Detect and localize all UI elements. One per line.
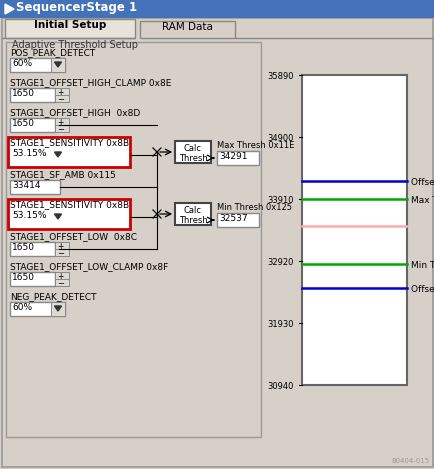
Bar	[55, 88, 69, 95]
Bar	[55, 118, 69, 125]
Text: 32537: 32537	[218, 214, 247, 223]
Polygon shape	[54, 306, 61, 311]
Text: SequencerStage 1: SequencerStage 1	[16, 1, 137, 14]
Text: 80404-015: 80404-015	[391, 458, 429, 464]
Text: −: −	[57, 126, 64, 135]
Text: 34291: 34291	[218, 152, 247, 161]
Bar	[51, 58, 65, 72]
Bar	[55, 242, 69, 249]
Bar	[51, 148, 65, 162]
Text: STAGE1_OFFSET_LOW  0x8C: STAGE1_OFFSET_LOW 0x8C	[10, 232, 137, 241]
Text: Max Thresh: Max Thresh	[410, 196, 434, 205]
Bar	[10, 180, 60, 194]
Text: 33910: 33910	[266, 196, 293, 205]
Polygon shape	[54, 214, 61, 219]
Text: −: −	[57, 250, 64, 258]
Bar	[55, 95, 69, 102]
Text: +: +	[57, 88, 63, 97]
Bar	[10, 210, 65, 224]
Text: Initial Setup: Initial Setup	[34, 20, 106, 30]
Bar	[140, 21, 234, 38]
Bar	[8, 137, 130, 167]
Bar	[8, 199, 130, 229]
Bar	[55, 125, 69, 132]
Text: STAGE1_SENSITIVITY 0x8B: STAGE1_SENSITIVITY 0x8B	[10, 138, 129, 147]
Text: +: +	[57, 272, 63, 281]
Text: Calc
Thresh: Calc Thresh	[178, 206, 207, 226]
Bar	[10, 302, 65, 316]
Text: STAGE1_SENSITIVITY 0x8B: STAGE1_SENSITIVITY 0x8B	[10, 200, 129, 209]
Text: Adaptive Threshold Setup: Adaptive Threshold Setup	[12, 40, 138, 50]
Text: 1650: 1650	[12, 89, 35, 98]
Text: 1650: 1650	[12, 273, 35, 282]
Text: Offset Low: Offset Low	[410, 285, 434, 294]
Bar	[55, 249, 69, 256]
Text: Max Thresh 0x11E: Max Thresh 0x11E	[217, 141, 294, 150]
Text: STAGE1_SF_AMB 0x115: STAGE1_SF_AMB 0x115	[10, 170, 115, 179]
Bar	[51, 210, 65, 224]
Bar	[217, 213, 258, 227]
Text: Offset High: Offset High	[410, 178, 434, 187]
Text: −: −	[57, 280, 64, 288]
Text: 35890: 35890	[266, 72, 293, 81]
Bar	[10, 58, 65, 72]
Text: Calc
Thresh: Calc Thresh	[178, 144, 207, 163]
Text: RAM Data: RAM Data	[161, 22, 212, 32]
Text: 30940: 30940	[266, 382, 293, 391]
Text: 60%: 60%	[12, 59, 32, 68]
Bar	[10, 242, 55, 256]
Bar	[301, 75, 406, 385]
Text: 31930: 31930	[266, 320, 293, 329]
Text: STAGE1_OFFSET_LOW_CLAMP 0x8F: STAGE1_OFFSET_LOW_CLAMP 0x8F	[10, 262, 168, 271]
Bar	[51, 302, 65, 316]
Text: STAGE1_OFFSET_HIGH_CLAMP 0x8E: STAGE1_OFFSET_HIGH_CLAMP 0x8E	[10, 78, 171, 87]
Bar	[217, 151, 258, 165]
Text: 1650: 1650	[12, 119, 35, 128]
Text: 60%: 60%	[12, 303, 32, 312]
Bar	[10, 272, 55, 286]
Text: 53.15%: 53.15%	[12, 211, 46, 220]
Bar	[6, 42, 260, 437]
Bar	[174, 141, 210, 163]
Bar	[10, 88, 55, 102]
Text: 1650: 1650	[12, 243, 35, 252]
Polygon shape	[54, 62, 61, 67]
Text: −: −	[57, 96, 64, 105]
Text: +: +	[57, 242, 63, 251]
Text: 33414: 33414	[12, 181, 40, 190]
Text: +: +	[57, 118, 63, 127]
Text: POS_PEAK_DETECT: POS_PEAK_DETECT	[10, 48, 95, 57]
Bar	[0, 0, 434, 18]
Text: STAGE1_OFFSET_HIGH  0x8D: STAGE1_OFFSET_HIGH 0x8D	[10, 108, 140, 117]
Bar	[55, 279, 69, 286]
Bar	[5, 19, 135, 38]
Bar	[174, 203, 210, 225]
Text: Min Thresh 0x125: Min Thresh 0x125	[217, 203, 291, 212]
Text: 53.15%: 53.15%	[12, 149, 46, 158]
Bar	[10, 118, 55, 132]
Text: 32920: 32920	[266, 258, 293, 267]
Polygon shape	[5, 4, 14, 14]
Text: NEG_PEAK_DETECT: NEG_PEAK_DETECT	[10, 292, 96, 301]
Polygon shape	[54, 152, 61, 157]
Bar	[55, 272, 69, 279]
Text: Min Thresh: Min Thresh	[410, 260, 434, 270]
Bar	[10, 148, 65, 162]
Text: 34900: 34900	[266, 134, 293, 143]
